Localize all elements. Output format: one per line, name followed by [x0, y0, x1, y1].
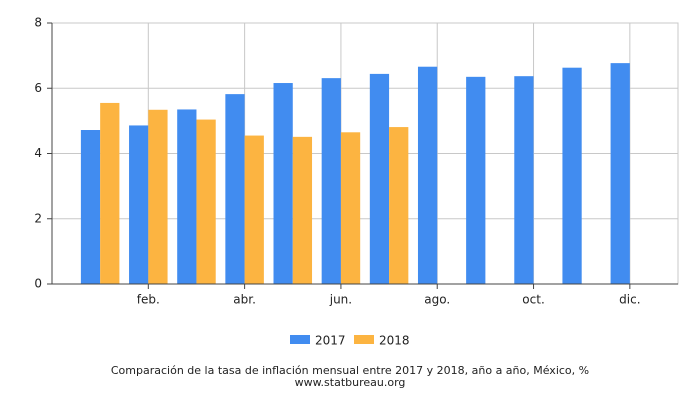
- legend-label: 2018: [379, 334, 410, 348]
- bar: [369, 73, 390, 285]
- bar: [244, 135, 264, 284]
- y-tick-label: 4: [34, 146, 42, 160]
- legend-label: 2017: [315, 334, 346, 348]
- bar: [292, 136, 313, 284]
- bar: [340, 132, 361, 284]
- bar: [148, 109, 168, 284]
- bar: [514, 76, 534, 285]
- y-tick-label: 2: [34, 211, 42, 225]
- bar: [610, 63, 630, 284]
- y-tick-label: 6: [34, 81, 42, 95]
- x-tick-label: ago.: [424, 293, 450, 307]
- chart-subtitle: www.statbureau.org: [295, 376, 406, 389]
- x-tick-label: dic.: [619, 293, 640, 307]
- bar: [389, 127, 409, 284]
- bar: [321, 78, 341, 284]
- bar: [417, 66, 438, 284]
- bar: [273, 83, 293, 284]
- x-tick-label: feb.: [137, 293, 160, 307]
- bar: [562, 67, 582, 284]
- x-tick-label: jun.: [329, 293, 352, 307]
- x-tick-label: oct.: [522, 293, 544, 307]
- x-tick-label: abr.: [233, 293, 256, 307]
- legend-swatch: [354, 335, 374, 344]
- chart-title: Comparación de la tasa de inflación mens…: [111, 364, 589, 377]
- legend-swatch: [290, 335, 310, 344]
- bar: [225, 94, 245, 284]
- bar: [129, 125, 149, 284]
- y-tick-label: 8: [34, 16, 42, 30]
- bar: [100, 102, 120, 285]
- bar: [80, 130, 101, 284]
- bar: [196, 119, 216, 284]
- y-tick-label: 0: [34, 277, 42, 291]
- bar: [466, 76, 486, 284]
- bar: [177, 109, 197, 284]
